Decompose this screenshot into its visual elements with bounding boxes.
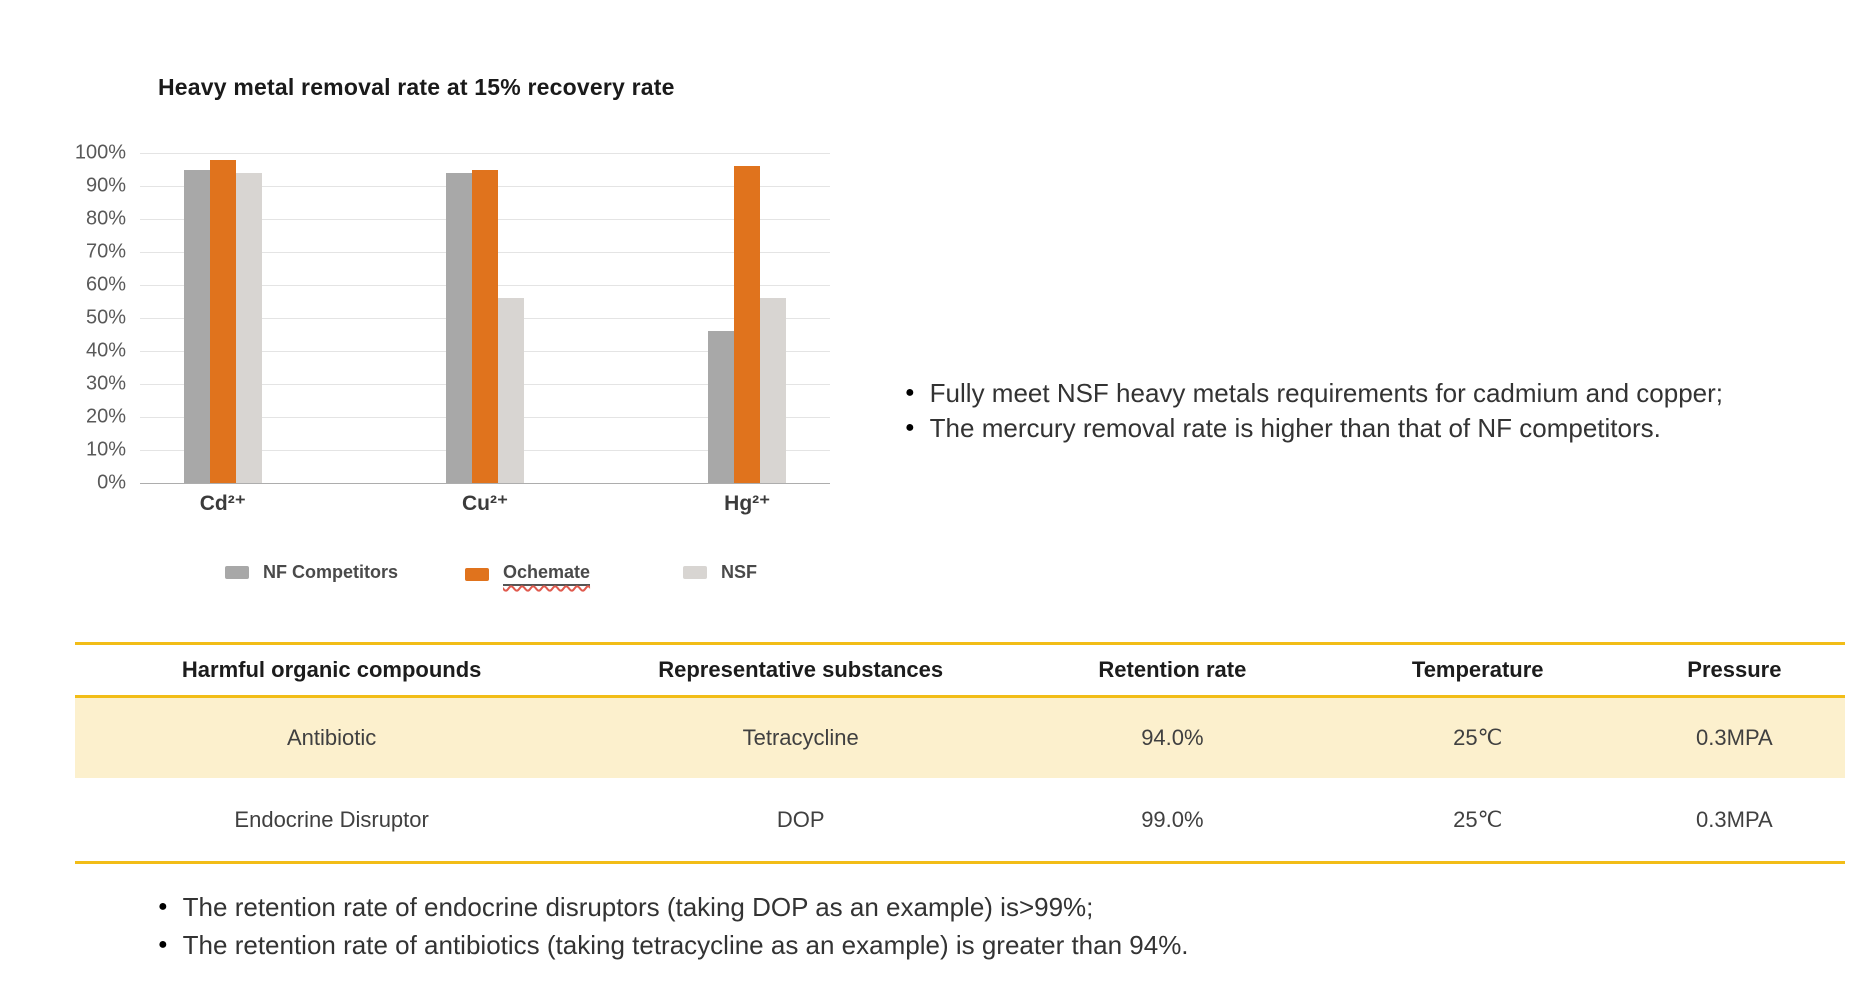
x-axis-label: Cd²⁺ xyxy=(199,492,246,515)
chart-notes-list: ● Fully meet NSF heavy metals requirement… xyxy=(905,378,1723,443)
table-cell: 94.0% xyxy=(1141,725,1204,750)
table-row: Antibiotic Tetracycline 94.0% 25℃ 0.3MPA xyxy=(75,698,1845,778)
y-axis-tick-label: 0% xyxy=(97,471,126,494)
table-cell: 99.0% xyxy=(1141,806,1204,832)
bullet-icon: ● xyxy=(905,419,915,436)
bar-ochemate xyxy=(472,169,498,483)
table-row: Endocrine Disruptor DOP 99.0% 25℃ 0.3MPA xyxy=(75,778,1845,861)
bullet-text: Fully meet NSF heavy metals requirements… xyxy=(929,378,1723,408)
y-axis-tick-label: 80% xyxy=(85,207,126,230)
table-cell: 25℃ xyxy=(1453,725,1503,750)
bullet-text: The retention rate of antibiotics (takin… xyxy=(182,930,1189,960)
bar-ochemate xyxy=(734,166,761,483)
table-header-cell: Temperature xyxy=(1411,657,1544,682)
table-cell: Antibiotic xyxy=(287,725,377,750)
table-cell: Tetracycline xyxy=(742,725,859,750)
x-axis-label: Hg²⁺ xyxy=(724,492,771,515)
legend-item: NF Competitors xyxy=(225,562,398,583)
bullet-icon: ● xyxy=(905,384,915,401)
organic-compounds-table: Harmful organic compounds Representative … xyxy=(75,642,1845,864)
bullet-item: ● The retention rate of endocrine disrupt… xyxy=(158,892,1189,922)
y-axis-tick-label: 90% xyxy=(85,174,126,197)
legend-swatch xyxy=(465,567,489,581)
table-body: Antibiotic Tetracycline 94.0% 25℃ 0.3MPA Endo… xyxy=(75,698,1845,861)
gridline xyxy=(140,153,830,154)
table-header-cell: Representative substances xyxy=(658,657,944,682)
table-header-cell: Retention rate xyxy=(1098,657,1247,682)
table-header-cell: Pressure xyxy=(1687,657,1782,682)
table-cell: 0.3MPA xyxy=(1696,806,1773,832)
chart-title: Heavy metal removal rate at 15% recovery… xyxy=(158,74,675,100)
y-axis-tick-label: 100% xyxy=(74,141,126,164)
table-cell: 25℃ xyxy=(1453,806,1503,832)
table-bottom-border xyxy=(75,861,1845,864)
y-axis-tick-label: 60% xyxy=(85,273,126,296)
legend-swatch xyxy=(683,566,707,579)
y-axis-tick-label: 30% xyxy=(85,372,126,395)
bullet-icon: ● xyxy=(158,898,168,915)
bar-nf-competitors xyxy=(183,169,210,483)
y-axis-tick-label: 20% xyxy=(85,405,126,428)
y-axis-tick-label: 50% xyxy=(85,306,126,329)
bullet-text: The retention rate of endocrine disrupto… xyxy=(182,892,1094,922)
bar-nsf xyxy=(498,298,524,483)
bullet-item: ● The mercury removal rate is higher than… xyxy=(905,413,1723,443)
table-cell: 0.3MPA xyxy=(1696,725,1773,750)
bar-ochemate xyxy=(209,159,236,483)
bullet-text: The mercury removal rate is higher than … xyxy=(929,413,1661,443)
x-axis-label: Cu²⁺ xyxy=(461,492,509,515)
bullet-item: ● Fully meet NSF heavy metals requirement… xyxy=(905,378,1723,408)
legend-item: Ochemate xyxy=(465,562,591,586)
table-cell: Endocrine Disruptor xyxy=(234,806,429,832)
chart-legend: NF Competitors Ochemate NSF xyxy=(0,562,830,592)
legend-swatch xyxy=(225,566,249,579)
gridline xyxy=(140,483,830,484)
y-axis-tick-label: 40% xyxy=(85,339,126,362)
bar-nf-competitors xyxy=(708,331,735,483)
bar-nsf xyxy=(235,172,262,483)
legend-label: NF Competitors xyxy=(263,562,398,582)
y-axis-tick-label: 70% xyxy=(85,240,126,263)
legend-label: NSF xyxy=(721,562,757,582)
legend-label: Ochemate xyxy=(503,562,591,586)
table-header-border xyxy=(75,695,1845,698)
legend-item: NSF xyxy=(683,562,757,583)
table-cell: DOP xyxy=(776,806,825,832)
table-header-cell: Harmful organic compounds xyxy=(181,657,482,682)
bullet-item: ● The retention rate of antibiotics (taki… xyxy=(158,930,1189,960)
y-axis-tick-label: 10% xyxy=(85,438,126,461)
bullet-icon: ● xyxy=(158,936,168,953)
table-top-border xyxy=(75,642,1845,645)
table-header-row: Harmful organic compounds Representative … xyxy=(75,645,1845,695)
bar-nsf xyxy=(760,298,787,483)
table-notes-list: ● The retention rate of endocrine disrupt… xyxy=(158,892,1189,960)
y-axis: 100% 90% 80% 70% 60% 50% 40% 30% 20% 10% 0% xyxy=(50,142,132,494)
bar-nf-competitors xyxy=(446,172,472,483)
bar-chart-plot-area: Cd²⁺ Cu²⁺ Hg²⁺ xyxy=(140,153,830,515)
